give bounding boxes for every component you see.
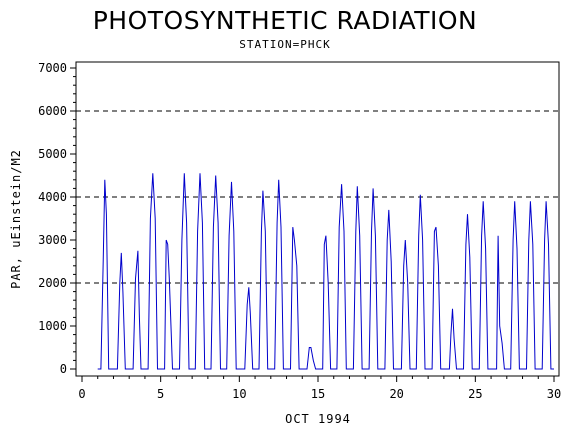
y-tick-label: 2000 bbox=[38, 276, 67, 290]
y-tick-label: 7000 bbox=[38, 61, 67, 75]
y-tick-label: 3000 bbox=[38, 233, 67, 247]
chart-title: PHOTOSYNTHETIC RADIATION bbox=[93, 6, 478, 35]
y-tick-label: 4000 bbox=[38, 190, 67, 204]
y-tick-label: 6000 bbox=[38, 104, 67, 118]
x-axis-label: OCT 1994 bbox=[285, 412, 351, 426]
x-tick-label: 0 bbox=[78, 387, 85, 401]
y-tick-label: 0 bbox=[60, 362, 67, 376]
x-tick-label: 5 bbox=[157, 387, 164, 401]
x-tick-label: 25 bbox=[468, 387, 482, 401]
reference-lines bbox=[76, 110, 559, 284]
y-tick-label: 5000 bbox=[38, 147, 67, 161]
plot-frame bbox=[75, 61, 560, 377]
x-tick-label: 15 bbox=[311, 387, 325, 401]
x-axis-ticks: 0 5 10 15 20 25 30 bbox=[78, 376, 561, 401]
y-axis-ticks: 0 1000 2000 3000 4000 5000 6000 7000 bbox=[38, 61, 76, 376]
x-tick-label: 30 bbox=[547, 387, 561, 401]
par-series-line bbox=[97, 173, 554, 370]
x-tick-label: 20 bbox=[389, 387, 403, 401]
x-tick-label: 10 bbox=[232, 387, 246, 401]
y-tick-label: 1000 bbox=[38, 319, 67, 333]
y-axis-label: PAR, uEinstein/M2 bbox=[9, 149, 23, 289]
chart-subtitle: STATION=PHCK bbox=[239, 38, 330, 51]
